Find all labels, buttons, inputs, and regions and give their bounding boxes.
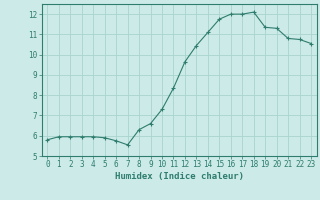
X-axis label: Humidex (Indice chaleur): Humidex (Indice chaleur) bbox=[115, 172, 244, 181]
